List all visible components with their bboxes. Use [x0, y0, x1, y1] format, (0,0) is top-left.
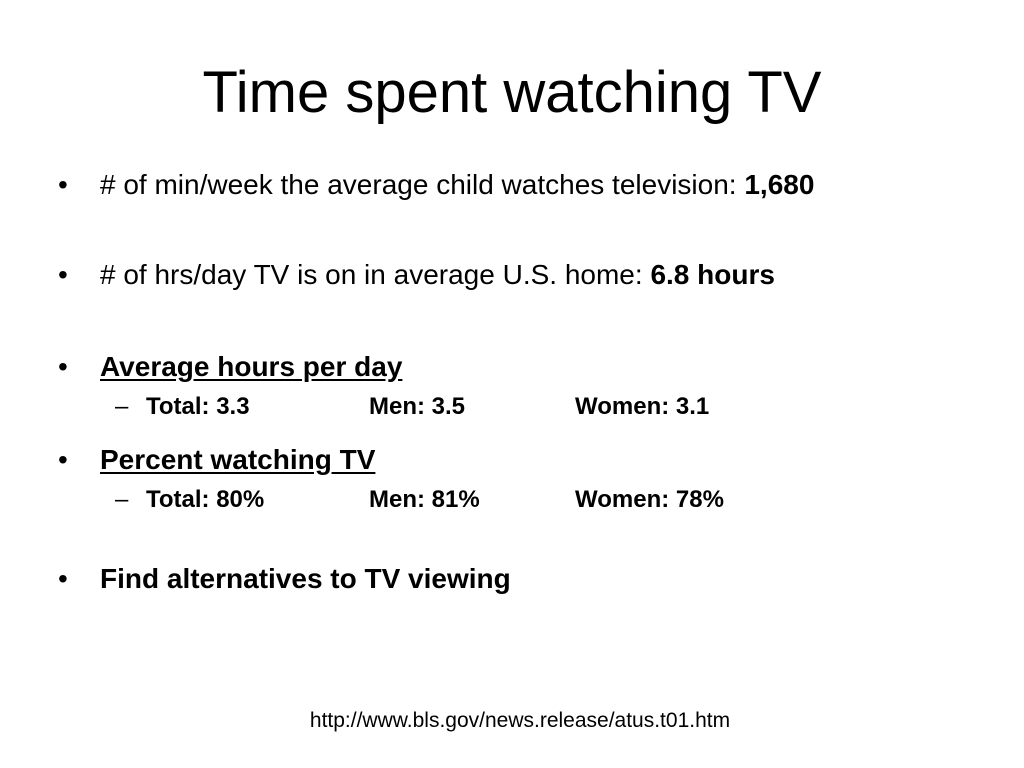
- bullet-label: # of min/week the average child watches …: [100, 169, 745, 200]
- bullet-text: # of hrs/day TV is on in average U.S. ho…: [100, 258, 775, 292]
- stat-men: Men: 3.5: [369, 393, 466, 420]
- dash-icon: –: [115, 393, 129, 420]
- stat-total: Total: 80%: [146, 486, 265, 513]
- bullet-icon: •: [58, 259, 68, 290]
- bullet-icon: •: [58, 563, 68, 594]
- stat-men: Men: 81%: [369, 486, 480, 513]
- bullet-heading: Average hours per day: [100, 351, 403, 382]
- bullet-text: # of min/week the average child watches …: [100, 168, 814, 202]
- source-citation: http://www.bls.gov/news.release/atus.t01…: [309, 709, 731, 732]
- bullet-heading: Percent watching TV: [100, 444, 376, 475]
- bullet-icon: •: [58, 351, 68, 382]
- bullet-value: 1,680: [744, 169, 815, 200]
- bullet-icon: •: [58, 169, 68, 200]
- bullet-label: # of hrs/day TV is on in average U.S. ho…: [100, 259, 651, 290]
- bullet-value: 6.8 hours: [650, 259, 775, 290]
- bullet-text: Find alternatives to TV viewing: [100, 563, 511, 594]
- slide-title: Time spent watching TV: [202, 60, 822, 125]
- stat-women: Women: 78%: [575, 486, 724, 513]
- stat-total: Total: 3.3: [146, 393, 250, 420]
- bullet-icon: •: [58, 444, 68, 475]
- stat-women: Women: 3.1: [575, 393, 710, 420]
- dash-icon: –: [115, 486, 129, 513]
